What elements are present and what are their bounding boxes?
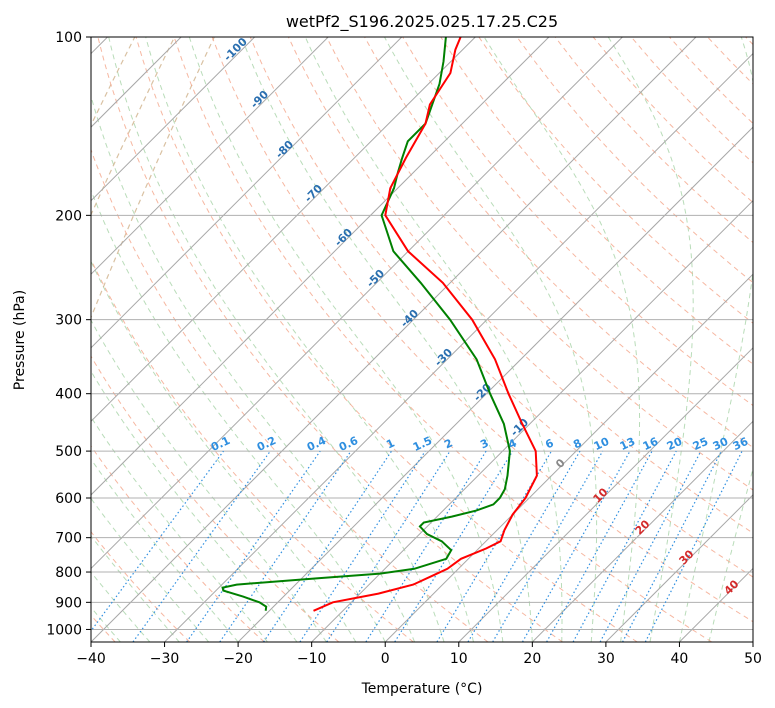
x-tick-label: −10	[297, 651, 327, 667]
moist-adiabat	[91, 370, 298, 642]
x-tick-label: −20	[223, 651, 253, 667]
y-tick-label: 700	[55, 531, 82, 547]
moist-adiabat	[607, 37, 694, 642]
mixing-ratio-label: 20	[665, 435, 685, 453]
dry-adiabat	[97, 37, 563, 642]
mixing-ratio-label: 30	[711, 435, 731, 453]
mixing-ratio-label: 16	[641, 435, 661, 453]
moist-adiabat	[91, 535, 180, 642]
dry-adiabat	[516, 37, 753, 284]
moist-adiabat	[108, 37, 445, 642]
dry-adiabat	[91, 531, 191, 642]
x-tick-label: 40	[671, 651, 689, 667]
y-tick-label: 800	[55, 565, 82, 581]
mixing-ratio-line	[186, 450, 321, 642]
isotherm	[237, 126, 753, 642]
isotherm	[605, 494, 753, 642]
mixing-ratio-line	[492, 450, 604, 642]
isotherm	[91, 37, 476, 423]
mixing-ratio-line	[572, 450, 677, 642]
x-tick-label: 0	[381, 651, 390, 667]
y-tick-label: 200	[55, 208, 82, 224]
moist-adiabat	[304, 37, 563, 642]
isobars	[91, 37, 753, 630]
plot-frame	[90, 36, 754, 643]
x-tick-label: 20	[523, 651, 541, 667]
mixing-ratio-line	[521, 450, 631, 642]
x-tick-label: 30	[597, 651, 615, 667]
y-tick-label: 900	[55, 595, 82, 611]
mixing-ratio-label: 25	[691, 435, 710, 453]
x-tick-label: 50	[744, 651, 762, 667]
mixing-ratio-label: 13	[618, 435, 637, 453]
mixing-ratio-line	[546, 450, 653, 642]
plot-area: -100-90-80-70-60-50-40-30-20-100.1 0.2 0.4…	[91, 37, 753, 642]
isotherm	[91, 37, 623, 570]
isotherm	[91, 37, 697, 642]
y-tick-label: 400	[55, 387, 82, 403]
isotherm	[164, 52, 753, 642]
isotherm	[91, 37, 550, 496]
mixing-ratio-line	[394, 450, 514, 642]
moist-adiabat	[91, 458, 239, 642]
isotherm	[311, 199, 753, 642]
temperature-line	[313, 37, 538, 612]
isotherm	[458, 347, 753, 642]
y-tick-label: 500	[55, 444, 82, 460]
isotherm	[384, 273, 753, 642]
isotherm	[91, 37, 403, 349]
mixing-ratio-label: 10	[592, 435, 612, 453]
x-axis-label: Temperature (°C)	[361, 681, 483, 697]
moist-adiabat	[483, 37, 641, 642]
dry-adiabat	[249, 37, 753, 578]
mixing-ratio-line	[467, 450, 581, 642]
dry-adiabat	[91, 445, 265, 642]
moist-adiabat	[188, 37, 504, 642]
dry-adiabat	[135, 37, 638, 642]
x-tick-label: 10	[450, 651, 468, 667]
dry-adiabat	[402, 37, 753, 407]
moist-adiabat	[91, 416, 268, 642]
y-tick-label: 300	[55, 313, 82, 329]
isotherms	[91, 37, 753, 642]
y-axis-ticks: 100 200 300 400 500 600 700 800 900 1000	[46, 30, 91, 638]
isotherm	[531, 420, 753, 642]
moist-adiabat	[91, 260, 357, 642]
x-tick-label: −30	[150, 651, 180, 667]
x-axis-ticks: −40 −30 −20 −10 0 10 20 30 40 50	[76, 642, 762, 667]
mixing-ratio-line	[326, 450, 451, 642]
dry-adiabat	[91, 148, 489, 642]
mixing-ratio-line	[219, 450, 352, 642]
isotherm	[91, 37, 329, 275]
mixing-ratio-label: 36	[731, 435, 751, 453]
y-tick-label: 600	[55, 491, 82, 507]
moist-adiabat	[91, 497, 210, 642]
y-axis-label: Pressure (hPa)	[12, 290, 28, 390]
mixing-ratio-lines	[91, 450, 743, 642]
dry-adiabat	[440, 37, 753, 365]
dry-adiabat	[91, 355, 340, 642]
x-tick-label: −40	[76, 651, 106, 667]
y-tick-label: 100	[55, 30, 82, 46]
isotherm	[91, 37, 256, 202]
chart-title: wetPf2_S196.2025.025.17.25.C25	[286, 12, 558, 32]
y-tick-label: 1000	[46, 622, 82, 638]
mixing-ratio-line	[365, 450, 487, 642]
moist-adiabat	[384, 37, 598, 642]
moist-adiabat	[145, 37, 474, 642]
dry-adiabat	[211, 37, 753, 623]
mixing-ratio-line	[436, 450, 552, 642]
